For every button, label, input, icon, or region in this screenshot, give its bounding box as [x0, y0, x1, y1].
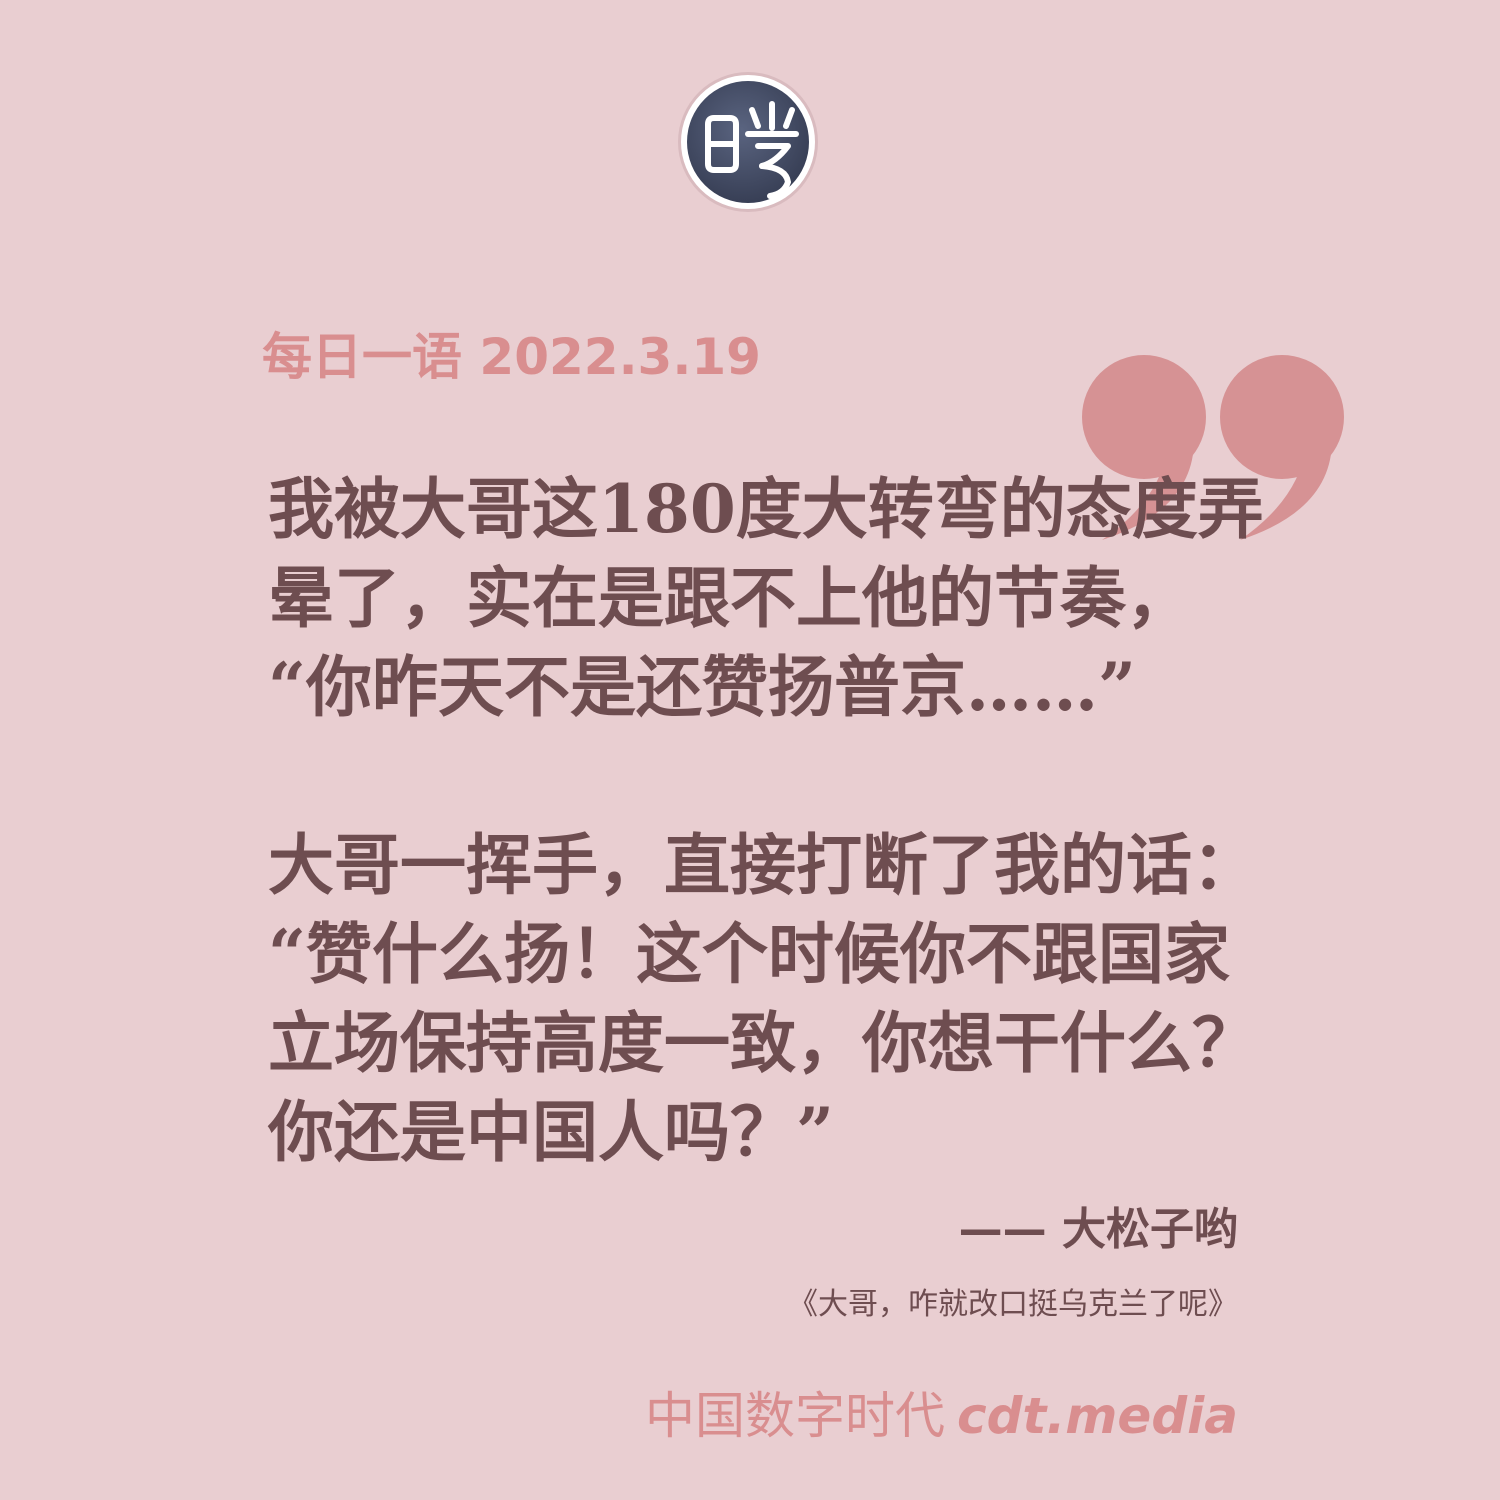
quote-body: 我被大哥这180度大转弯的态度弄 晕了，实在是跟不上他的节奏， “你昨天不是还赞… — [268, 465, 1278, 1177]
footer-brand: 中国数字时代 cdt.media — [645, 1384, 1238, 1448]
brand-name: 中国数字时代 — [644, 1387, 945, 1445]
quote-paragraph-1: 我被大哥这180度大转弯的态度弄 晕了，实在是跟不上他的节奏， “你昨天不是还赞… — [268, 470, 1264, 726]
quote-author: —— 大松子哟 — [958, 1204, 1238, 1255]
brand-url: cdt.media — [956, 1387, 1238, 1445]
date-heading: 每日一语 2022.3.19 — [262, 328, 761, 386]
quote-paragraph-2: 大哥一挥手，直接打断了我的话： “赞什么扬！这个时候你不跟国家 立场保持高度一致… — [268, 826, 1258, 1171]
cdt-seal-logo-icon — [678, 72, 818, 212]
closing-quotation-mark-icon — [1082, 355, 1344, 545]
site-logo — [676, 70, 820, 214]
quote-source-title: 《大哥，咋就改口挺乌克兰了呢》 — [788, 1287, 1238, 1322]
